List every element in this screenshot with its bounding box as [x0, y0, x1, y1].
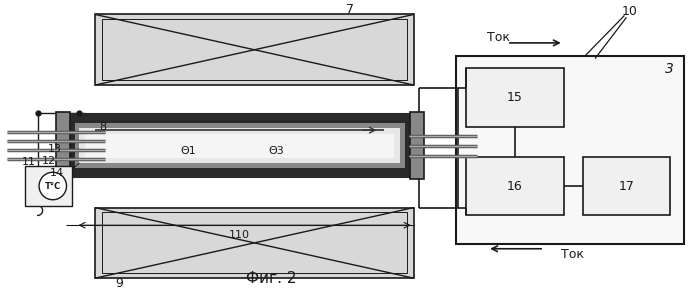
Text: 10: 10: [621, 5, 637, 18]
Text: Θ3: Θ3: [268, 146, 284, 156]
Bar: [80, 128, 400, 164]
Text: 14: 14: [50, 168, 64, 178]
Text: 9: 9: [116, 277, 124, 290]
Text: 17: 17: [619, 180, 635, 192]
Bar: [85, 134, 394, 158]
Bar: [466, 68, 563, 127]
Bar: [456, 56, 684, 244]
Bar: [24, 166, 71, 206]
Bar: [66, 114, 414, 177]
Bar: [95, 15, 414, 85]
Circle shape: [39, 172, 66, 200]
Text: 8: 8: [99, 122, 106, 132]
Text: Θ1: Θ1: [180, 146, 196, 156]
Text: 110: 110: [229, 230, 250, 240]
Text: 3: 3: [665, 62, 674, 77]
Bar: [75, 123, 405, 168]
Bar: [95, 208, 414, 278]
Text: Фиг. 2: Фиг. 2: [246, 271, 297, 286]
Text: 7: 7: [346, 3, 354, 16]
Text: 15: 15: [507, 91, 523, 104]
Text: 12: 12: [42, 156, 56, 166]
Bar: [102, 213, 407, 273]
Text: 11: 11: [22, 157, 36, 168]
Bar: [466, 157, 563, 215]
Bar: [583, 157, 670, 215]
Bar: [410, 112, 424, 179]
Text: 16: 16: [507, 180, 523, 192]
Text: Ток: Ток: [487, 31, 510, 44]
Bar: [56, 112, 70, 179]
Text: 13: 13: [48, 144, 62, 154]
Text: T°C: T°C: [45, 182, 61, 190]
Text: Ток: Ток: [561, 248, 584, 261]
Bar: [102, 19, 407, 80]
